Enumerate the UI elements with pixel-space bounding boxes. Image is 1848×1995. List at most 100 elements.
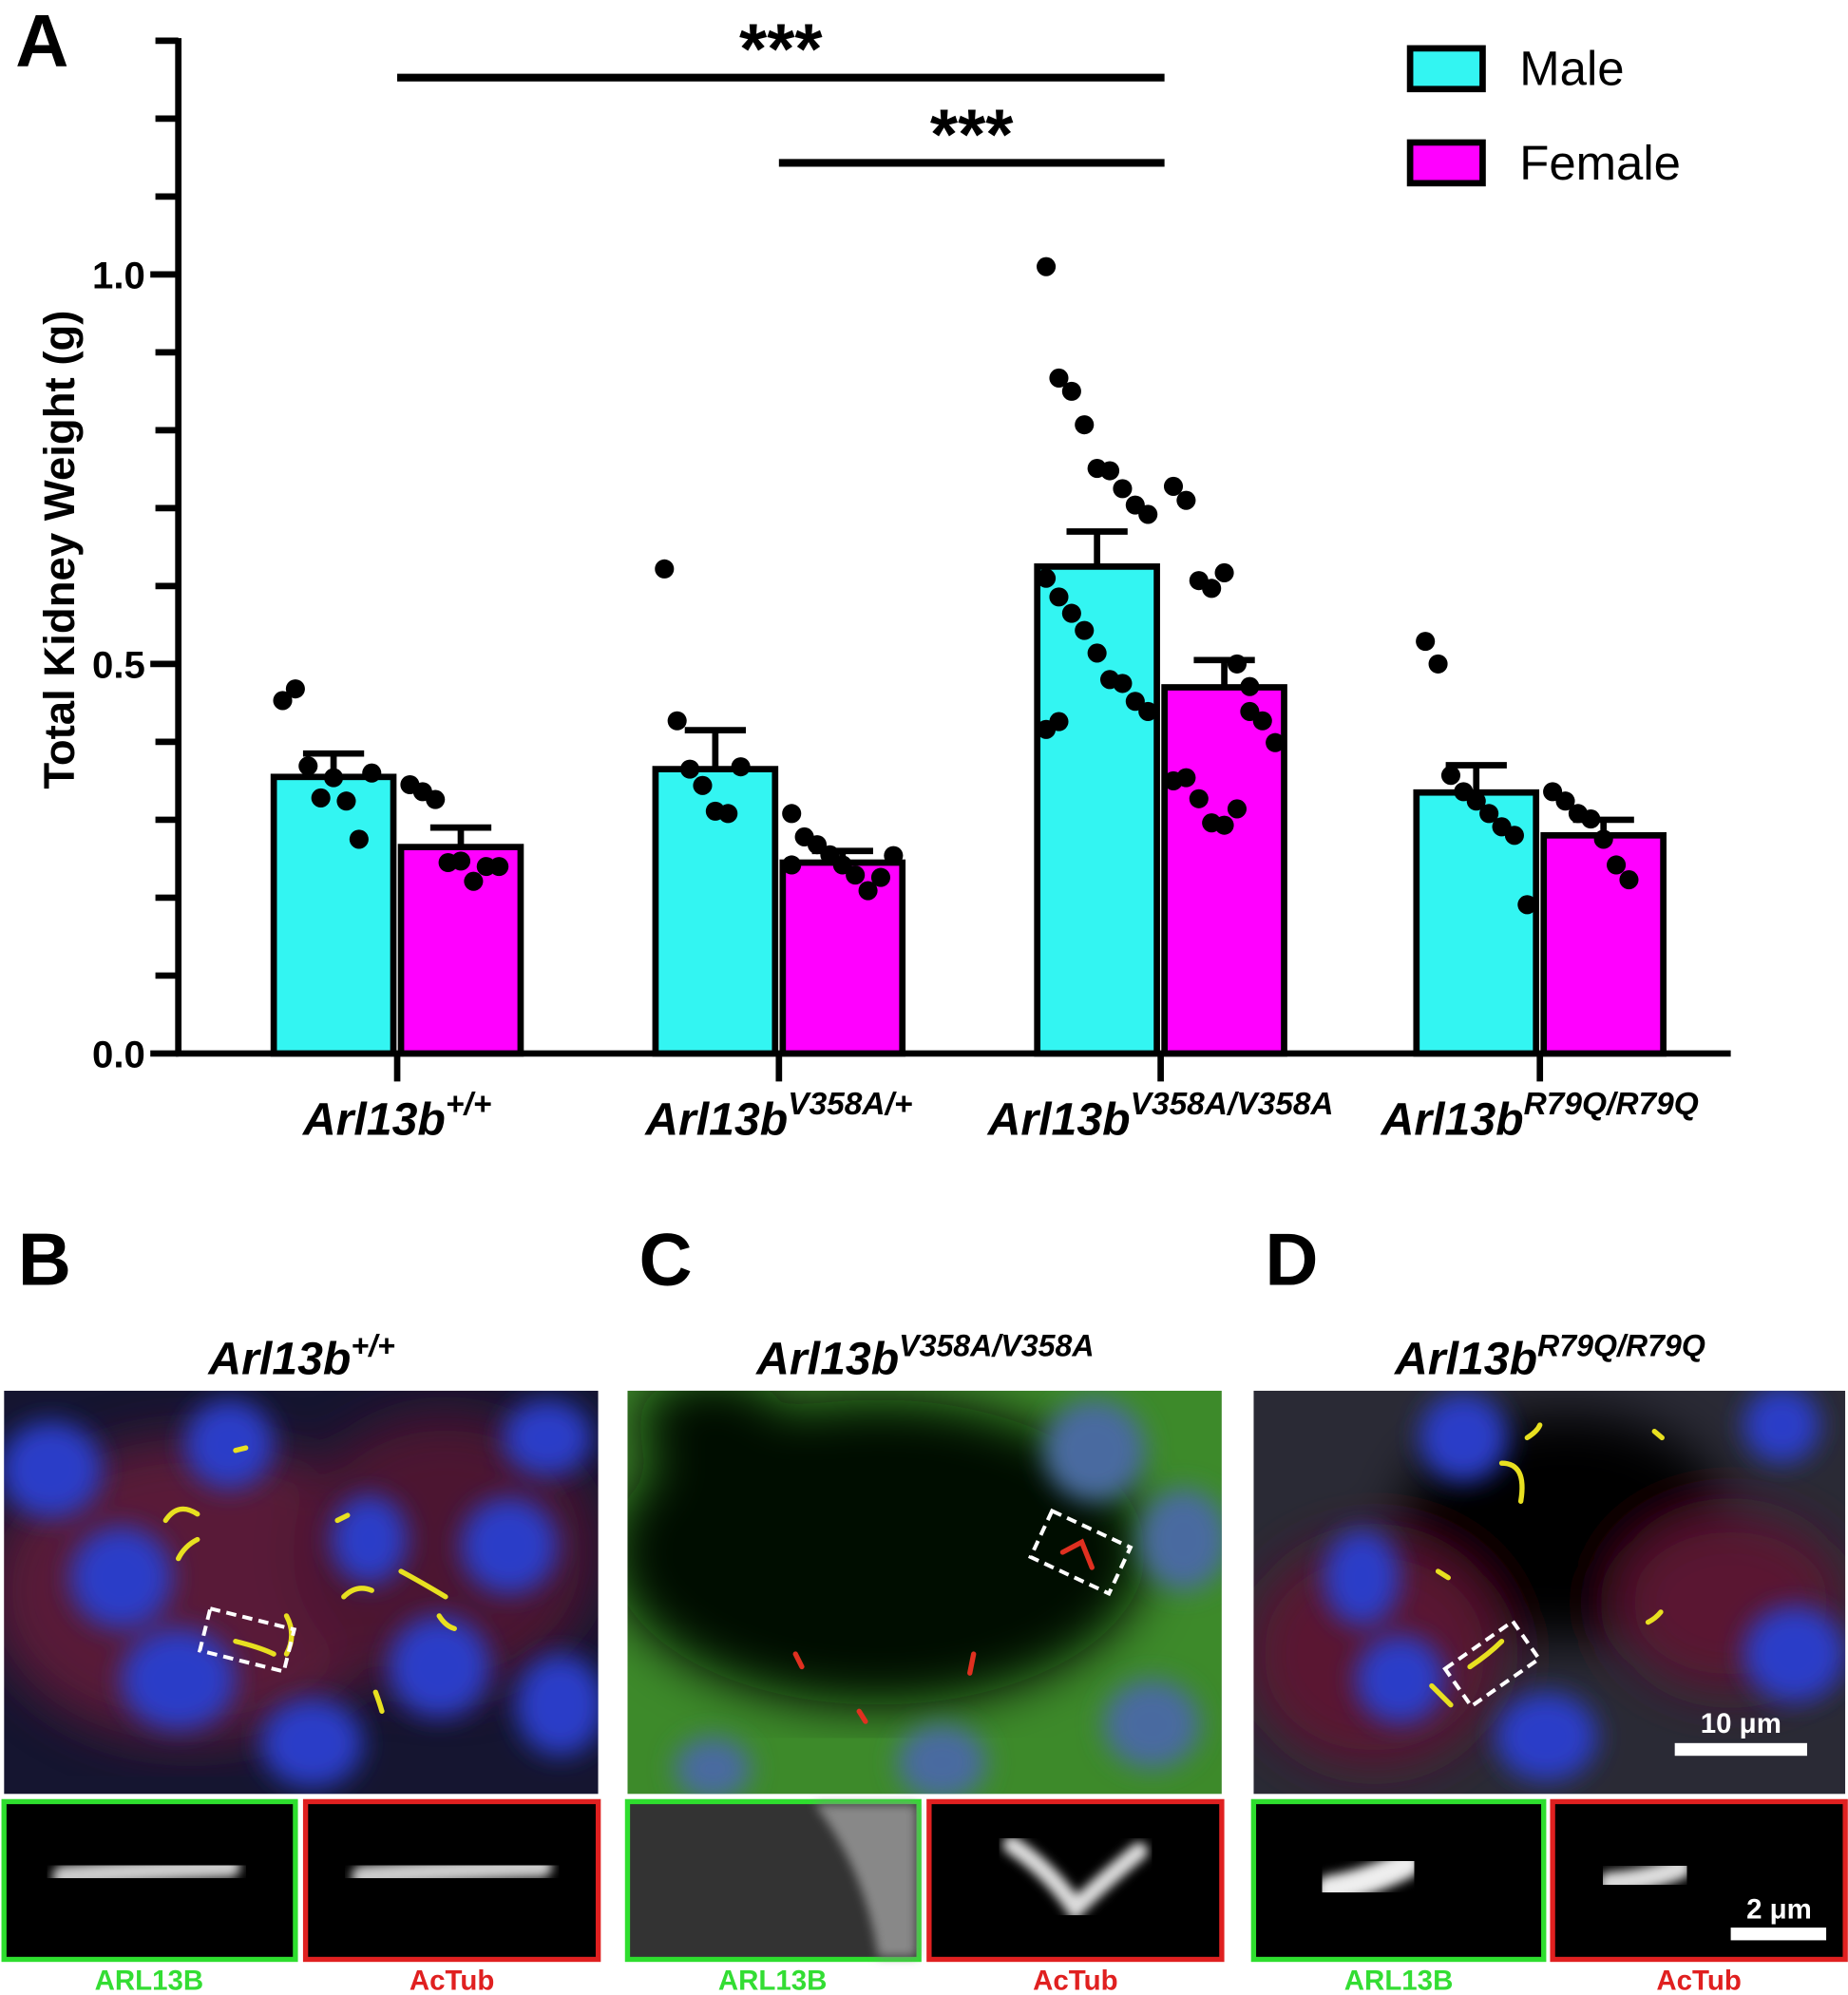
micrograph [627, 1390, 1222, 1795]
category-superscript: V358A/+ [788, 1087, 912, 1122]
x-tick-label: Arl13b+/+ [302, 1087, 491, 1145]
title-text: Arl13b [207, 1333, 351, 1384]
title-text: Arl13b [1394, 1333, 1537, 1384]
data-point [1163, 476, 1184, 496]
data-point [846, 865, 866, 885]
category-superscript: V358A/V358A [1131, 1087, 1334, 1122]
legend-swatch [1406, 139, 1486, 187]
category-superscript: R79Q/R79Q [1524, 1087, 1699, 1122]
category-text: Arl13b [987, 1094, 1131, 1146]
channel-label: ARL13B [718, 1966, 828, 1995]
data-point [1176, 490, 1196, 510]
y-tick-label: 0.0 [92, 1034, 145, 1076]
data-point [362, 763, 382, 783]
panel-b: B Arl13b+/+ ARL1 [1, 1220, 601, 1995]
panel-label: B [18, 1220, 71, 1302]
data-point [1037, 568, 1057, 588]
panel-title: Arl13b+/+ [207, 1329, 395, 1385]
y-axis-label: Total Kidney Weight (g) [35, 311, 84, 789]
bar [1540, 831, 1667, 1057]
bar [1161, 684, 1287, 1057]
legend-label: Female [1519, 136, 1681, 190]
panel-c: C Arl13bV358A/V358A ARL13B AcTub [624, 1220, 1225, 1995]
micrograph [4, 1390, 599, 1795]
data-point [1049, 587, 1069, 607]
data-point [298, 756, 318, 776]
data-point [1202, 579, 1222, 598]
data-point [1240, 676, 1260, 696]
data-point [807, 835, 828, 855]
scale-bar-label: 2 μm [1746, 1894, 1812, 1926]
data-point [489, 857, 509, 877]
data-point [1593, 829, 1613, 849]
data-point [1504, 826, 1524, 846]
data-point [1113, 674, 1133, 694]
data-point [1061, 603, 1081, 623]
channel-label: AcTub [1033, 1966, 1117, 1995]
bar [1034, 563, 1160, 1057]
category-superscript: +/+ [446, 1087, 491, 1122]
data-point [1049, 368, 1069, 388]
data-point [1227, 654, 1248, 674]
category-text: Arl13b [1381, 1094, 1524, 1146]
data-point [858, 881, 878, 901]
category-text: Arl13b [302, 1094, 446, 1146]
data-point [1061, 381, 1081, 401]
data-point [1049, 712, 1069, 732]
data-point [655, 559, 675, 579]
data-point [1214, 562, 1234, 582]
channel-label: ARL13B [95, 1966, 204, 1995]
data-point [680, 759, 700, 779]
y-tick-label: 1.0 [92, 255, 145, 297]
data-point [324, 768, 344, 788]
scale-bar [1674, 1742, 1807, 1757]
data-point [1266, 732, 1286, 752]
data-point [1075, 620, 1095, 640]
bar [270, 773, 397, 1057]
data-point [782, 855, 802, 875]
data-point [1189, 788, 1209, 808]
legend-label: Male [1519, 42, 1624, 96]
legend-swatch [1406, 45, 1486, 93]
y-tick-label: 0.5 [92, 644, 145, 687]
data-point [1428, 654, 1448, 674]
data-point [1440, 766, 1461, 786]
data-point [731, 757, 751, 777]
data-point [1138, 504, 1158, 524]
data-point [426, 789, 446, 809]
data-point [884, 846, 904, 865]
channel-label: ARL13B [1344, 1966, 1454, 1995]
panel-label: D [1265, 1220, 1318, 1302]
data-point [782, 804, 802, 824]
title-text: Arl13b [755, 1333, 899, 1384]
scale-bar-label: 10 μm [1701, 1708, 1781, 1739]
channel-label: AcTub [410, 1966, 494, 1995]
inset-red [926, 1798, 1225, 1963]
data-point [1619, 870, 1639, 890]
panel-label: A [15, 1, 68, 83]
data-point [1517, 895, 1537, 915]
panel-title: Arl13bV358A/V358A [755, 1329, 1094, 1385]
significance-label: *** [739, 10, 823, 89]
data-point [311, 788, 331, 808]
data-point [1075, 415, 1095, 435]
scale-bar [1730, 1928, 1827, 1941]
micrograph: 10 μm [1253, 1390, 1846, 1795]
data-point [285, 679, 305, 699]
data-point [667, 711, 687, 731]
significance-label: *** [930, 94, 1014, 174]
title-superscript: +/+ [351, 1329, 395, 1363]
data-point [1087, 643, 1107, 663]
data-point [1214, 815, 1234, 835]
category-text: Arl13b [644, 1094, 788, 1146]
data-point [349, 829, 369, 849]
channel-label: AcTub [1656, 1966, 1741, 1995]
title-superscript: V358A/V358A [899, 1329, 1094, 1363]
data-point [1138, 701, 1158, 721]
title-superscript: R79Q/R79Q [1537, 1329, 1705, 1363]
data-point [1479, 804, 1499, 824]
data-point [450, 851, 471, 871]
data-point [1416, 632, 1436, 652]
